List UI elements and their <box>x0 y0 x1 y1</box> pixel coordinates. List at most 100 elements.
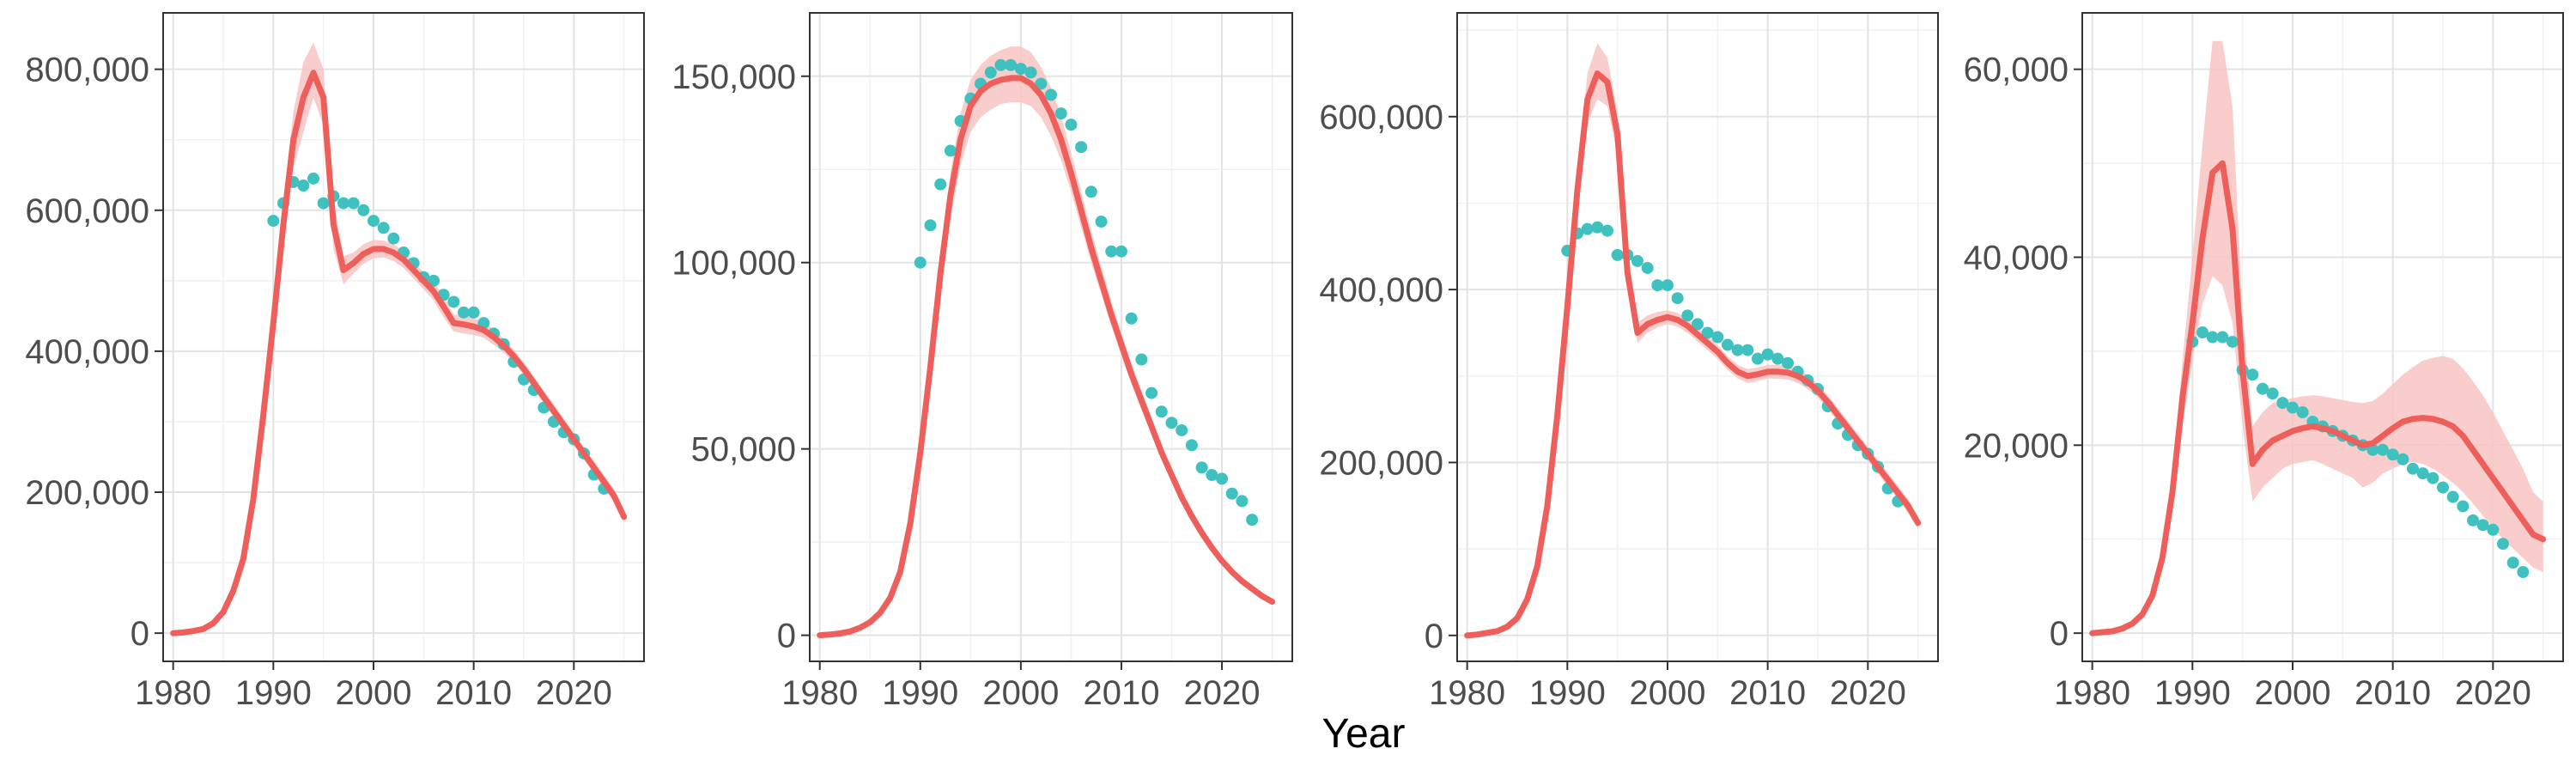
y-tick-label: 400,000 <box>25 333 149 371</box>
y-tick-label: 200,000 <box>25 474 149 512</box>
x-axis: 1980 1990 2000 2010 2020 <box>781 661 1261 712</box>
plot-background <box>2082 13 2563 661</box>
model-line <box>817 75 1276 639</box>
observed-point <box>1024 66 1037 79</box>
observed-point <box>1731 344 1744 356</box>
plot-frame <box>1456 12 1939 662</box>
observed-point <box>1014 63 1027 76</box>
observed-point <box>368 215 380 228</box>
x-tick-label: 1980 <box>135 674 211 712</box>
chart-panel-3: 0 200,000 400,000 600,000 1980 1990 2000 2010 20… <box>1319 12 1939 712</box>
observed-point <box>1225 487 1238 500</box>
y-axis: 0 200,000 400,000 600,000 <box>1319 99 1457 655</box>
observed-point <box>1651 279 1664 292</box>
x-tick-label: 2000 <box>982 674 1059 712</box>
observed-point <box>1662 279 1674 292</box>
y-axis: 0 50,000 100,000 150,000 <box>671 58 810 655</box>
x-tick-label: 2020 <box>536 674 612 712</box>
observed-point <box>1084 186 1097 198</box>
y-axis: 0 20,000 40,000 60,000 <box>1964 52 2082 653</box>
plot-frame <box>809 12 1293 662</box>
x-tick-label: 1980 <box>781 674 858 712</box>
observed-point <box>914 256 927 269</box>
y-tick-label: 0 <box>131 615 149 653</box>
x-tick-label: 2010 <box>2354 674 2431 712</box>
observed-point <box>944 144 957 157</box>
observed-point <box>1246 514 1259 526</box>
observed-point <box>357 204 370 216</box>
y-tick-label: 0 <box>1425 618 1443 655</box>
x-tick-label: 1980 <box>1429 674 1505 712</box>
observed-point <box>984 66 997 79</box>
observed-point <box>1125 312 1138 325</box>
x-axis: 1980 1990 2000 2010 2020 <box>1429 661 1906 712</box>
observed-point <box>1216 472 1229 485</box>
y-tick-label: 200,000 <box>1319 444 1443 482</box>
observed-point <box>2246 368 2259 381</box>
observed-point <box>1065 119 1078 131</box>
observed-point <box>267 215 280 228</box>
observed-point <box>1761 348 1774 361</box>
observed-point <box>447 295 460 308</box>
x-tick-label: 1990 <box>2154 674 2231 712</box>
observed-point <box>337 197 349 210</box>
observed-series <box>914 58 1259 526</box>
observed-point <box>2287 401 2299 414</box>
observed-point <box>377 222 390 234</box>
y-tick-label: 60,000 <box>1964 52 2069 89</box>
observed-point <box>2227 335 2239 348</box>
observed-point <box>1155 405 1168 418</box>
observed-point <box>2457 500 2470 513</box>
x-tick-label: 2000 <box>336 674 412 712</box>
observed-point <box>1195 461 1208 474</box>
chart-panel-4: 0 20,000 40,000 60,000 1980 1990 2000 2010 2020 <box>1964 12 2564 712</box>
observed-point <box>994 58 1007 71</box>
y-tick-label: 800,000 <box>25 52 149 89</box>
chart-panel-2: 0 50,000 100,000 150,000 1980 1990 2000 2010 202… <box>671 12 1293 712</box>
observed-point <box>2506 557 2519 569</box>
observed-point <box>924 219 937 232</box>
observed-point <box>2196 326 2208 339</box>
x-tick-label: 2000 <box>2255 674 2331 712</box>
plot-frame <box>162 12 645 662</box>
observed-point <box>458 306 470 319</box>
x-tick-label: 2000 <box>1630 674 1706 712</box>
observed-point <box>307 172 319 185</box>
y-tick-label: 400,000 <box>1319 271 1443 309</box>
observed-point <box>428 274 440 287</box>
x-tick-label: 2010 <box>1083 674 1159 712</box>
x-tick-label: 1990 <box>882 674 958 712</box>
observed-point <box>2517 566 2530 579</box>
observed-point <box>2397 453 2409 466</box>
observed-point <box>1581 222 1594 235</box>
y-tick-label: 0 <box>777 618 796 655</box>
observed-point <box>1035 77 1048 90</box>
observed-point <box>1165 417 1178 429</box>
model-line <box>2089 160 2547 636</box>
observed-point <box>1005 58 1018 71</box>
y-tick-label: 100,000 <box>671 245 796 283</box>
observed-point <box>2257 382 2269 395</box>
y-tick-label: 20,000 <box>1964 427 2069 465</box>
observed-point <box>1115 245 1127 258</box>
plot-frame <box>2081 12 2564 662</box>
observed-point <box>2497 538 2509 551</box>
x-tick-label: 2010 <box>1729 674 1806 712</box>
chart-panel-1: 0 200,000 400,000 600,000 800,000 1980 1990 200… <box>25 12 645 712</box>
observed-point <box>2446 490 2459 503</box>
observed-point <box>297 180 310 192</box>
y-tick-label: 40,000 <box>1964 239 2069 277</box>
observed-point <box>2476 519 2489 532</box>
observed-point <box>2266 387 2279 400</box>
observed-point <box>1145 386 1158 399</box>
observed-point <box>1054 107 1067 120</box>
observed-point <box>1105 245 1118 258</box>
observed-point <box>2467 514 2479 526</box>
observed-point <box>467 306 480 319</box>
observed-point <box>1611 248 1624 261</box>
observed-point <box>1722 338 1734 351</box>
y-tick-label: 0 <box>2050 615 2069 653</box>
observed-point <box>1671 292 1684 305</box>
x-axis: 1980 1990 2000 2010 2020 <box>2054 661 2531 712</box>
y-tick-label: 150,000 <box>671 58 796 96</box>
